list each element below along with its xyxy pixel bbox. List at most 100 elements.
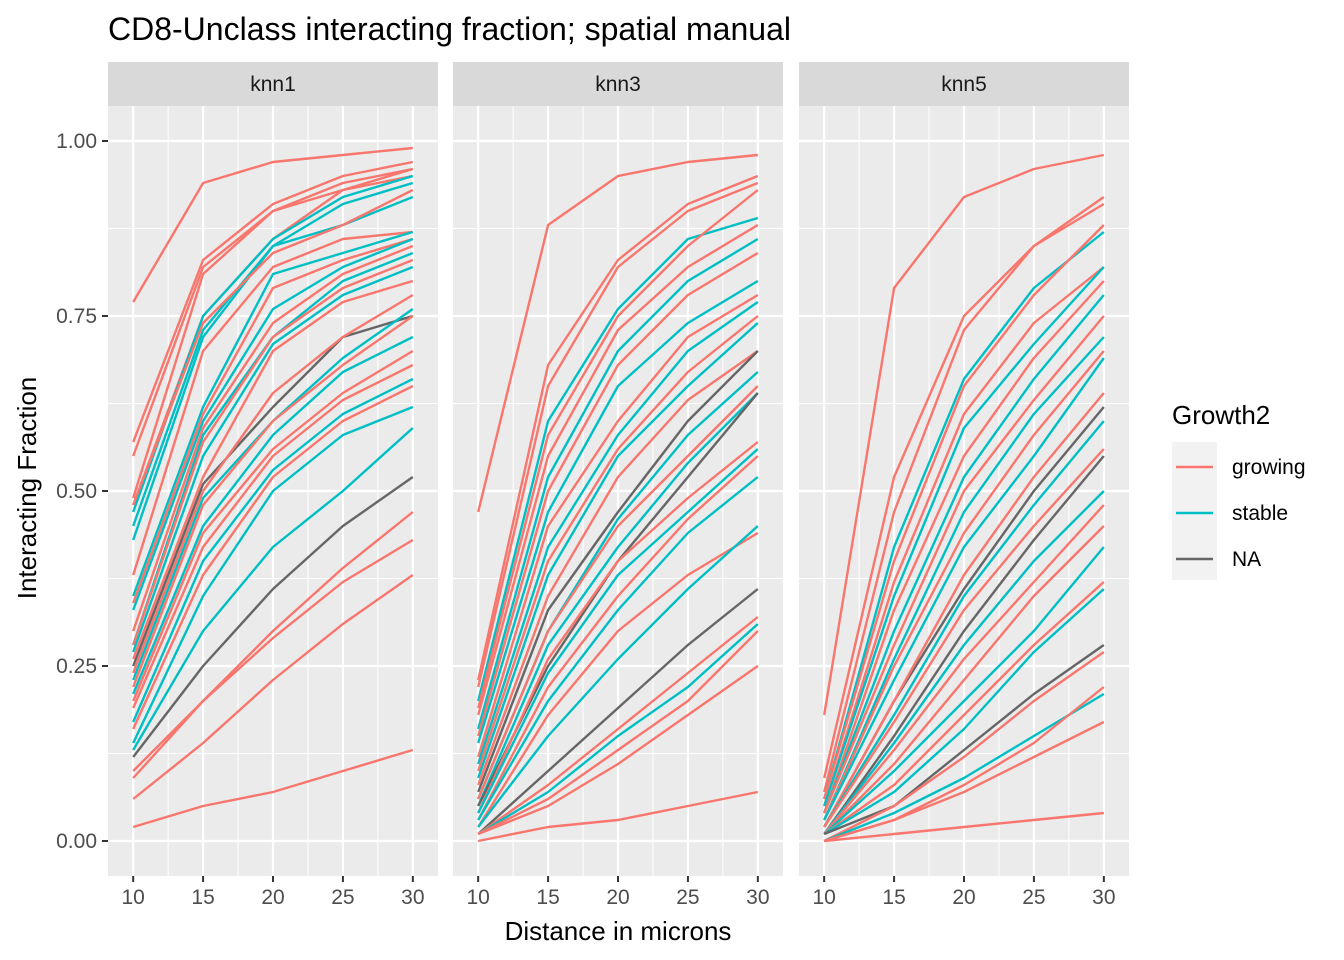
series-line-growing — [132, 538, 414, 779]
x-tick-label: 25 — [1022, 886, 1045, 909]
x-tick-label: 30 — [746, 886, 769, 909]
legend: Growth2 growing stable NA — [1172, 400, 1306, 580]
x-tick-label: 15 — [191, 886, 214, 909]
series-line-growing — [132, 574, 414, 800]
series-line-growing — [823, 196, 1105, 779]
series-line-stable — [477, 476, 759, 821]
facet-strip — [799, 62, 1129, 106]
series-line-growing — [132, 293, 414, 674]
series-line-stable — [477, 301, 759, 765]
x-tick-label: 25 — [676, 886, 699, 909]
facet-strip — [453, 62, 783, 106]
series-line-growing — [477, 385, 759, 800]
legend-key-background — [1172, 442, 1217, 580]
series-line-growing — [823, 651, 1105, 843]
series-line-stable — [823, 420, 1105, 828]
series-line-growing — [477, 181, 759, 688]
series-line-growing — [823, 153, 1105, 716]
series-line-growing — [132, 167, 414, 499]
series-line-stable — [132, 427, 414, 751]
series-line-growing — [132, 258, 414, 646]
facet-strip-label: knn3 — [595, 73, 641, 96]
series-line-stable — [823, 294, 1105, 814]
series-line-growing — [477, 174, 759, 681]
series-line-stable — [477, 448, 759, 814]
series-line-growing — [823, 280, 1105, 814]
series-line-stable — [132, 377, 414, 723]
series-line-stable — [823, 231, 1105, 800]
series-line-growing — [823, 392, 1105, 828]
series-line-stable — [132, 265, 414, 653]
legend-entry-growing: growing — [1176, 456, 1306, 479]
x-tick-label: 10 — [812, 886, 835, 909]
series-line-growing — [132, 237, 414, 604]
x-tick-label: 20 — [261, 886, 284, 909]
series-line-growing — [132, 363, 414, 709]
series-line-growing — [823, 202, 1105, 793]
series-line-growing — [132, 511, 414, 772]
series-line-stable — [132, 405, 414, 744]
x-tick-label: 10 — [121, 886, 144, 909]
series-line-growing — [477, 665, 759, 836]
chart-title: CD8-Unclass interacting fraction; spatia… — [108, 11, 791, 47]
series-line-growing — [132, 279, 414, 660]
y-axis-title: Interacting Fraction — [12, 377, 42, 600]
series-line-growing — [132, 748, 414, 829]
series-line-growing — [823, 224, 1105, 800]
series-line-growing — [132, 146, 413, 303]
series-line-growing — [132, 160, 414, 443]
series-line-stable — [477, 525, 759, 828]
facet-strip-label: knn5 — [941, 73, 987, 96]
series-line-growing — [823, 350, 1105, 821]
facet-strip — [108, 62, 438, 106]
series-line-growing — [477, 630, 759, 836]
series-line-NA — [823, 455, 1105, 835]
series-line-NA — [132, 476, 414, 758]
series-line-growing — [132, 349, 414, 702]
series-line-stable — [823, 490, 1105, 835]
series-line-growing — [477, 616, 759, 835]
x-tick-label: 10 — [466, 886, 489, 909]
series-line-growing — [823, 525, 1105, 835]
x-tick-label: 25 — [331, 886, 354, 909]
series-line-stable — [823, 692, 1105, 843]
y-tick-label: 0.00 — [56, 830, 97, 853]
facet-strip-label: knn1 — [250, 73, 296, 96]
series-line-stable — [477, 322, 759, 779]
series-line-stable — [823, 266, 1105, 807]
legend-entry-NA: NA — [1176, 548, 1261, 571]
series-line-growing — [477, 223, 759, 716]
series-line-stable — [477, 237, 759, 730]
series-line-stable — [477, 279, 759, 744]
series-line-growing — [477, 251, 759, 737]
series-line-growing — [477, 315, 759, 772]
legend-label: NA — [1232, 548, 1261, 571]
series-line-stable — [477, 216, 759, 702]
y-tick-label: 0.75 — [56, 305, 97, 328]
series-line-NA — [132, 314, 414, 667]
series-line-growing — [823, 448, 1105, 828]
legend-label: growing — [1232, 456, 1306, 479]
facet-panel-knn5: knn5 10 15 20 25 30 — [799, 62, 1129, 909]
series-line-NA — [823, 644, 1105, 836]
series-line-NA — [477, 588, 759, 835]
series-line-growing — [477, 189, 759, 709]
x-tick-label: 30 — [1092, 886, 1115, 909]
series-line-growing — [824, 811, 1104, 843]
facet-panel-knn3: knn3 10 15 20 25 30 — [453, 62, 783, 909]
x-tick-label: 20 — [606, 886, 629, 909]
series-line-stable — [823, 546, 1105, 835]
y-tick-label: 1.00 — [56, 130, 97, 153]
series-line-growing — [477, 293, 759, 758]
series-line-growing — [823, 315, 1105, 814]
facet-panels: knn1 10 15 20 25 30 0.00 0.25 0.50 0.75 1.00 knn3 10… — [56, 62, 1129, 909]
series-line-stable — [132, 335, 414, 695]
legend-label: stable — [1232, 502, 1288, 525]
series-line-growing — [477, 455, 759, 821]
legend-entries: growing stable NA — [1176, 456, 1306, 571]
x-tick-label: 30 — [401, 886, 424, 909]
facet-panel-knn1: knn1 10 15 20 25 30 0.00 0.25 0.50 0.75 1.00 — [56, 62, 438, 909]
legend-title: Growth2 — [1172, 400, 1270, 430]
series-line-stable — [477, 623, 759, 836]
